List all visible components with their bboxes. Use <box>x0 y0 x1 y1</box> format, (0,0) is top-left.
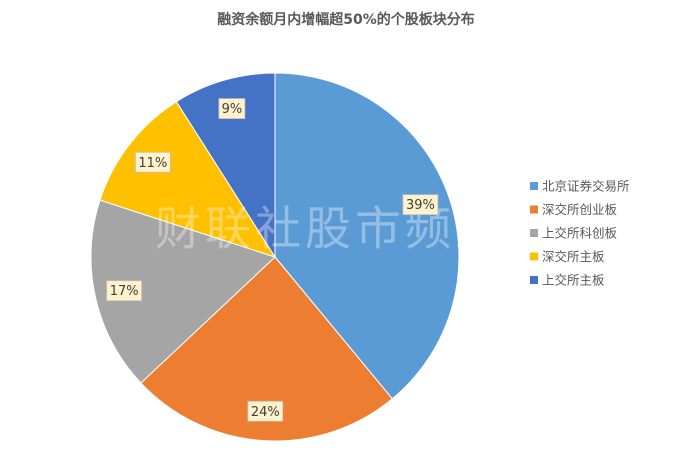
pie-slice <box>140 256 393 442</box>
legend-swatch <box>530 205 538 214</box>
data-label-box <box>106 280 143 302</box>
legend-swatch <box>530 229 538 237</box>
legend-swatch <box>530 182 538 190</box>
legend-label: 深交所主板 <box>542 249 605 264</box>
legend-label: 上交所科创板 <box>542 226 618 241</box>
pie-slice <box>175 72 276 259</box>
pie-slice <box>99 100 277 258</box>
legend-label: 深交所创业板 <box>542 202 618 217</box>
legend-label: 北京证券交易所 <box>542 179 630 194</box>
chart-title: 融资余额月内增幅超50%的个股板块分布 <box>217 11 475 28</box>
data-label-box <box>402 194 439 216</box>
data-label: 9% <box>222 102 243 117</box>
data-label-box <box>134 151 171 173</box>
legend-swatch <box>530 252 538 261</box>
data-label: 11% <box>138 156 167 171</box>
data-label-box <box>218 98 246 119</box>
data-label: 39% <box>406 198 435 213</box>
pie-slice <box>90 199 276 384</box>
legend-swatch <box>530 276 538 284</box>
data-label-box <box>247 400 284 422</box>
pie-slice <box>274 72 460 400</box>
legend-label: 上交所主板 <box>542 273 605 288</box>
data-label: 24% <box>251 405 280 420</box>
data-label: 17% <box>110 284 139 299</box>
watermark: 财联社股市频道 <box>155 202 505 256</box>
